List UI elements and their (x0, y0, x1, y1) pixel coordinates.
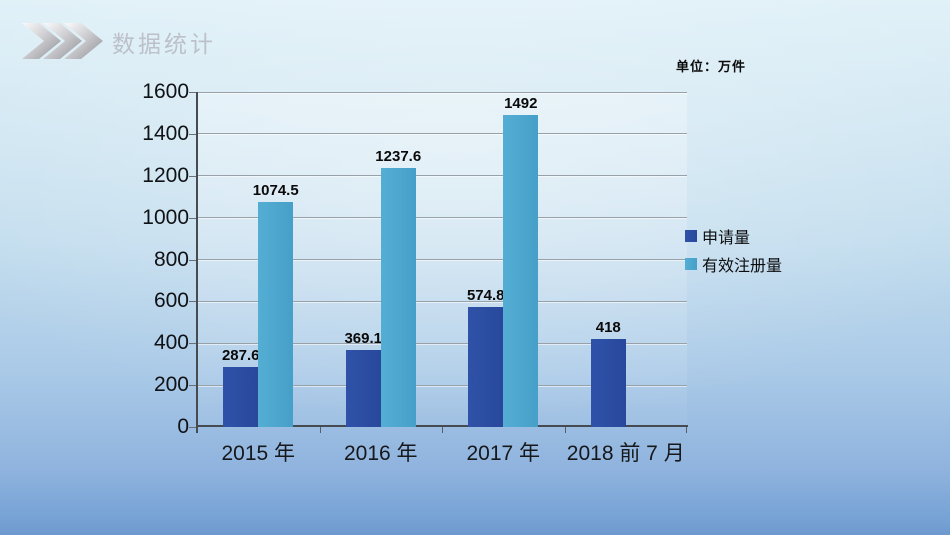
bar-value-label: 287.6 (221, 346, 260, 364)
y-axis-label: 200 (153, 373, 189, 397)
y-axis-tick (189, 343, 197, 345)
chart-legend: 申请量 有效注册量 (685, 225, 782, 281)
bar-value-label: 418 (595, 319, 621, 337)
gridline (197, 259, 687, 260)
legend-swatch-icon (685, 230, 697, 242)
y-axis-tick (189, 385, 197, 387)
x-axis-tick (564, 427, 566, 433)
x-axis-category-label: 2017 年 (466, 442, 541, 465)
y-axis-tick (189, 217, 197, 219)
y-axis-line (196, 92, 198, 433)
bar-value-label: 1237.6 (375, 147, 422, 165)
y-axis-label: 1000 (142, 205, 189, 229)
legend-item: 申请量 (685, 225, 782, 247)
chevron-arrows-icon (22, 23, 103, 59)
gridline (197, 342, 687, 344)
bar-申请量-2015 年 (223, 366, 259, 427)
bar-有效注册量-2016 年 (380, 167, 416, 427)
gridline (197, 384, 687, 386)
y-axis-label: 1200 (142, 163, 189, 187)
y-axis-tick (189, 259, 197, 261)
bar-有效注册量-2017 年 (503, 114, 539, 427)
y-axis-label: 1600 (142, 80, 189, 103)
bar-申请量-2017 年 (468, 306, 504, 427)
bar-chart: 0 200 400 600 800 1000 1200 1400 1600 287.6 369.1 5… (142, 81, 688, 465)
gridline (197, 175, 687, 177)
x-axis-tick (686, 427, 687, 433)
y-axis-tick (189, 301, 197, 303)
x-axis-tick (319, 427, 321, 433)
gridline (197, 133, 687, 135)
x-axis-category-label: 2016 年 (343, 442, 418, 465)
y-axis-label: 600 (153, 289, 189, 313)
y-axis-tick (189, 92, 197, 93)
bar-value-label: 1492 (504, 94, 538, 112)
legend-swatch-icon (685, 258, 697, 270)
y-axis-tick (189, 175, 197, 177)
y-axis-tick (189, 133, 197, 135)
y-axis-label: 800 (153, 247, 189, 271)
gridline (197, 217, 687, 219)
x-axis-line (196, 425, 688, 427)
page-title: 数据统计 (112, 31, 216, 57)
y-axis-label: 1400 (142, 121, 189, 145)
bar-value-label: 574.8 (466, 286, 505, 304)
x-axis-category-label: 2015 年 (221, 442, 296, 465)
legend-item: 有效注册量 (685, 253, 782, 275)
bar-value-label: 1074.5 (252, 182, 299, 200)
x-axis-tick (442, 427, 443, 433)
y-axis-tick (189, 427, 197, 428)
x-axis-category-label: 2018 前 7 月 (566, 442, 685, 465)
gridline (197, 300, 687, 302)
legend-label: 申请量 (702, 230, 751, 247)
y-axis-label: 0 (177, 415, 189, 438)
y-axis-label: 400 (153, 331, 189, 355)
bar-value-label: 369.1 (344, 329, 383, 347)
bar-申请量-2018 前 7 月 (590, 339, 626, 427)
unit-label: 单位：万件 (676, 59, 747, 74)
bar-有效注册量-2015 年 (258, 202, 294, 427)
legend-label: 有效注册量 (702, 258, 783, 275)
bar-申请量-2016 年 (345, 349, 381, 427)
gridline (197, 91, 687, 93)
